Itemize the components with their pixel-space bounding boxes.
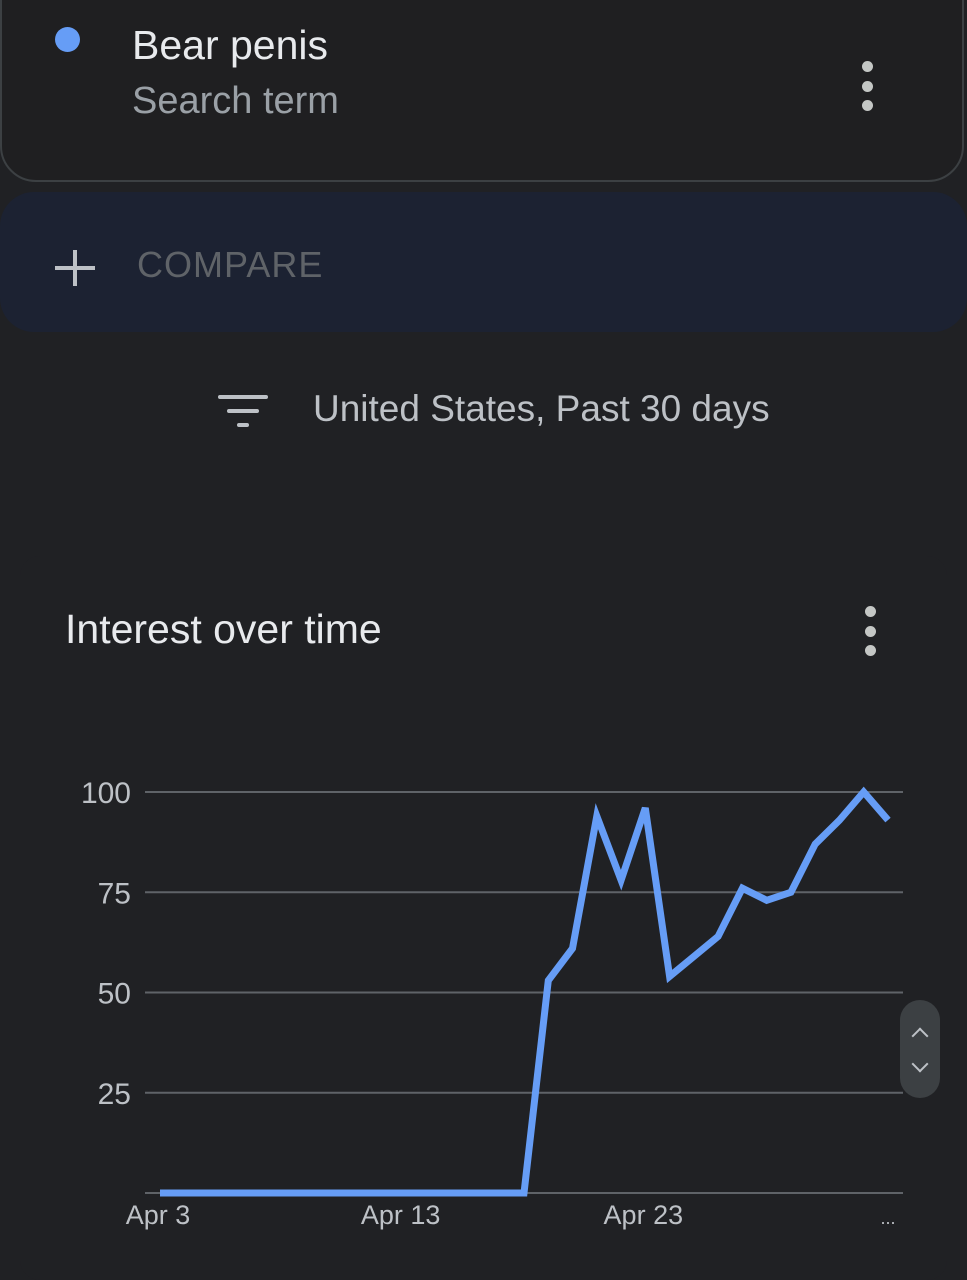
chart-title: Interest over time [65,606,382,652]
chevron-up-icon[interactable] [911,1027,929,1045]
y-tick-label: 50 [98,978,131,1011]
series-color-dot [55,27,80,52]
x-tick-label: Apr 23 [604,1200,684,1230]
chevron-down-icon[interactable] [911,1055,929,1073]
search-term-subtitle: Search term [132,80,339,122]
x-tick-label: ... [880,1208,895,1228]
chart-card [20,556,947,1280]
chart-scroll-control[interactable] [900,1000,940,1098]
plus-icon[interactable] [55,250,95,286]
compare-label[interactable]: COMPARE [137,244,324,285]
x-tick-label: Apr 3 [126,1200,191,1230]
chart-more-vert-icon[interactable] [863,606,877,656]
compare-button[interactable] [0,192,967,332]
more-vert-icon[interactable] [860,61,874,111]
y-tick-label: 75 [98,877,131,910]
search-term-title: Bear penis [132,22,329,68]
filter-icon[interactable] [218,395,270,431]
filter-label[interactable]: United States, Past 30 days [313,388,770,429]
y-tick-label: 100 [81,777,131,810]
y-tick-label: 25 [98,1078,131,1111]
series-line [160,786,891,1197]
x-tick-label: Apr 13 [361,1200,441,1230]
search-term-card[interactable]: Bear penis Search term [0,0,964,182]
